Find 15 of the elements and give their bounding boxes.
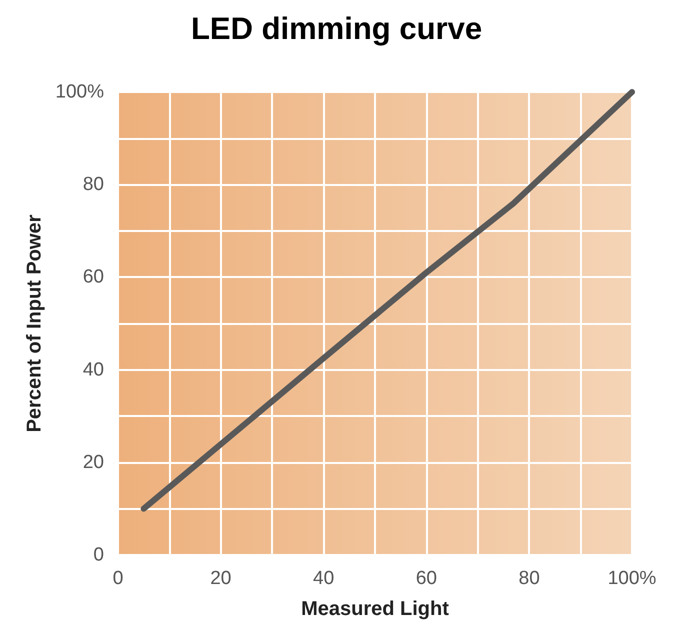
x-tick-label: 0 [112, 568, 124, 589]
chart-title: LED dimming curve [190, 11, 482, 46]
y-tick-label: 40 [82, 359, 104, 380]
y-tick-label: 100% [55, 82, 104, 102]
x-tick-label: 100% [608, 568, 656, 589]
x-tick-label: 40 [313, 568, 334, 589]
y-axis-title: Percent of Input Power [24, 214, 46, 432]
y-tick-label: 60 [82, 266, 104, 288]
y-tick-label: 20 [82, 452, 104, 473]
x-tick-label: 60 [416, 568, 437, 589]
x-axis-title: Measured Light [301, 598, 450, 620]
y-tick-label: 0 [93, 544, 104, 566]
x-tick-label: 20 [210, 568, 232, 589]
y-tick-label: 80 [82, 174, 104, 196]
x-tick-label: 80 [518, 568, 540, 589]
